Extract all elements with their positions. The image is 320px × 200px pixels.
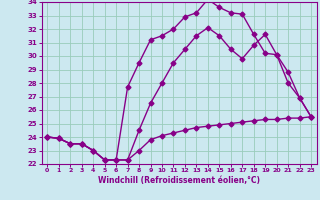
X-axis label: Windchill (Refroidissement éolien,°C): Windchill (Refroidissement éolien,°C) (98, 176, 260, 185)
